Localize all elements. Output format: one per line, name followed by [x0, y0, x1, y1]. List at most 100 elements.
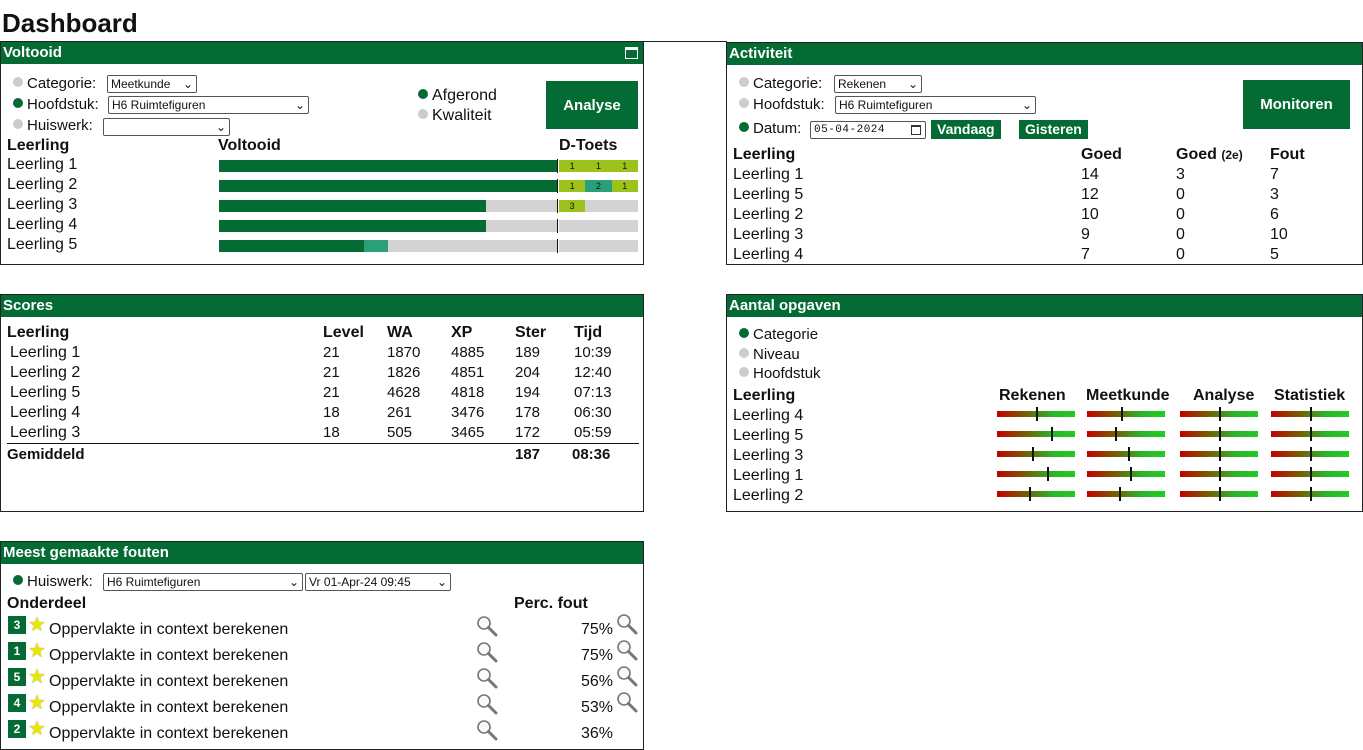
- act-row-fout: 5: [1270, 246, 1279, 263]
- aantal-mode-niveau[interactable]: Niveau: [739, 346, 800, 363]
- magnifier-icon[interactable]: [616, 639, 638, 661]
- categorie-select[interactable]: Meetkunde ⌄: [107, 75, 197, 93]
- act-row-name: Leerling 5: [733, 186, 804, 203]
- magnifier-icon[interactable]: [616, 665, 638, 687]
- huiswerk-filter[interactable]: Huiswerk:: [13, 117, 93, 134]
- scores-row-tijd: 07:13: [574, 384, 612, 401]
- onderdeel-label: Oppervlakte in context berekenen: [49, 673, 289, 690]
- afgerond-label: Afgerond: [432, 87, 497, 104]
- dtoets-segment: 1: [585, 160, 612, 172]
- scores-avg-label: Gemiddeld: [7, 446, 85, 463]
- star-icon: ★: [28, 692, 46, 714]
- act-row-fout: 7: [1270, 166, 1279, 183]
- aantal-col-meetkunde: Meetkunde: [1086, 387, 1170, 404]
- magnifier-icon[interactable]: [476, 693, 498, 715]
- progress-gradient: [1271, 467, 1349, 481]
- scores-row-tijd: 05:59: [574, 424, 612, 441]
- fouten-panel: Meest gemaakte fouten Huiswerk: H6 Ruimt…: [0, 541, 644, 750]
- aantal-mode-hoofdstuk[interactable]: Hoofdstuk: [739, 365, 821, 382]
- act-col-goed2-label: Goed: [1176, 146, 1217, 163]
- progress-marker: [1032, 447, 1035, 461]
- aantal-radio-niveau[interactable]: [739, 348, 749, 358]
- dtoets-segment: 2: [585, 180, 612, 192]
- activiteit-title: Activiteit: [729, 45, 793, 62]
- magnifier-icon[interactable]: [476, 667, 498, 689]
- magnifier-icon[interactable]: [616, 691, 638, 713]
- dtoets-bar: [559, 220, 638, 232]
- act-hoofdstuk-filter[interactable]: Hoofdstuk:: [739, 96, 825, 113]
- hoofdstuk-select[interactable]: H6 Ruimtefiguren ⌄: [108, 96, 309, 114]
- act-col-leerling: Leerling: [733, 146, 796, 163]
- datum-radio[interactable]: [739, 122, 749, 132]
- scores-row-tijd: 10:39: [574, 344, 612, 361]
- vandaag-button[interactable]: Vandaag: [931, 120, 1001, 139]
- completion-marker: [557, 179, 558, 193]
- fouten-date-select[interactable]: Vr 01-Apr-24 09:45 ⌄: [305, 573, 451, 591]
- kwaliteit-option[interactable]: Kwaliteit: [418, 107, 492, 125]
- act-row-goed2: 3: [1176, 166, 1185, 183]
- datum-filter[interactable]: Datum:: [739, 120, 801, 137]
- maximize-icon[interactable]: [625, 47, 638, 59]
- magnifier-icon[interactable]: [616, 613, 638, 635]
- act-categorie-filter[interactable]: Categorie:: [739, 75, 822, 92]
- aantal-col-rekenen: Rekenen: [999, 387, 1066, 404]
- categorie-filter[interactable]: Categorie:: [13, 75, 96, 92]
- calendar-icon[interactable]: [911, 125, 921, 135]
- magnifier-icon[interactable]: [476, 719, 498, 741]
- onderdeel-label: Oppervlakte in context berekenen: [49, 699, 289, 716]
- progress-gradient: [997, 427, 1075, 441]
- hoofdstuk-radio[interactable]: [13, 98, 23, 108]
- chevron-down-icon: ⌄: [907, 77, 918, 91]
- huiswerk-label: Huiswerk:: [27, 117, 93, 134]
- fouten-huiswerk-select[interactable]: H6 Ruimtefiguren ⌄: [103, 573, 303, 591]
- progress-gradient: [997, 467, 1075, 481]
- progress-gradient: [1271, 447, 1349, 461]
- scores-row-xp: 4818: [451, 384, 485, 401]
- magnifier-icon[interactable]: [476, 615, 498, 637]
- act-row-fout: 10: [1270, 226, 1288, 243]
- chevron-down-icon: ⌄: [215, 120, 226, 134]
- act-row-name: Leerling 2: [733, 206, 804, 223]
- aantal-radio-hoofdstuk[interactable]: [739, 367, 749, 377]
- scores-row-ster: 194: [515, 384, 541, 401]
- categorie-radio[interactable]: [13, 77, 23, 87]
- act-categorie-select[interactable]: Rekenen ⌄: [834, 75, 922, 93]
- progress-gradient: [1087, 467, 1165, 481]
- act-hoofdstuk-label: Hoofdstuk:: [753, 96, 825, 113]
- scores-title: Scores: [3, 297, 54, 314]
- afgerond-option[interactable]: Afgerond: [418, 87, 497, 105]
- fouten-huiswerk-radio[interactable]: [13, 575, 23, 585]
- onderdeel-label: Oppervlakte in context berekenen: [49, 647, 289, 664]
- categorie-label: Categorie:: [27, 75, 97, 92]
- act-categorie-radio[interactable]: [739, 77, 749, 87]
- act-row-goed2: 0: [1176, 206, 1185, 223]
- huiswerk-select[interactable]: ⌄: [103, 118, 230, 136]
- huiswerk-radio[interactable]: [13, 119, 23, 129]
- act-hoofdstuk-radio[interactable]: [739, 98, 749, 108]
- datum-input[interactable]: 05-04-2024: [810, 121, 926, 139]
- hoofdstuk-filter[interactable]: Hoofdstuk:: [13, 96, 99, 113]
- act-hoofdstuk-select[interactable]: H6 Ruimtefiguren ⌄: [835, 96, 1036, 114]
- kwaliteit-radio[interactable]: [418, 109, 428, 119]
- afgerond-radio[interactable]: [418, 89, 428, 99]
- progress-gradient: [997, 487, 1075, 501]
- voltooid-row-name: Leerling 5: [7, 236, 78, 253]
- aantal-mode-categorie[interactable]: Categorie: [739, 326, 818, 343]
- fouten-date-select-value: Vr 01-Apr-24 09:45: [309, 575, 411, 589]
- fouten-huiswerk-select-value: H6 Ruimtefiguren: [107, 575, 201, 589]
- progress-gradient: [1180, 447, 1258, 461]
- scores-row-name: Leerling 5: [10, 384, 81, 401]
- magnifier-icon[interactable]: [476, 641, 498, 663]
- aantal-col-leerling: Leerling: [733, 387, 796, 404]
- gisteren-button[interactable]: Gisteren: [1019, 120, 1088, 139]
- analyse-button[interactable]: Analyse: [546, 81, 638, 129]
- monitoren-button[interactable]: Monitoren: [1243, 80, 1350, 129]
- perc-fout-value: 56%: [580, 673, 613, 690]
- aantal-mode-categorie-label: Categorie: [753, 326, 819, 343]
- fouten-huiswerk-filter[interactable]: Huiswerk:: [13, 573, 93, 590]
- scores-divider: [7, 443, 639, 444]
- progress-gradient: [1180, 467, 1258, 481]
- aantal-radio-categorie[interactable]: [739, 328, 749, 338]
- aantal-panel: Aantal opgaven Categorie Niveau Hoofdstu…: [726, 294, 1363, 512]
- chevron-down-icon: ⌄: [1021, 98, 1032, 112]
